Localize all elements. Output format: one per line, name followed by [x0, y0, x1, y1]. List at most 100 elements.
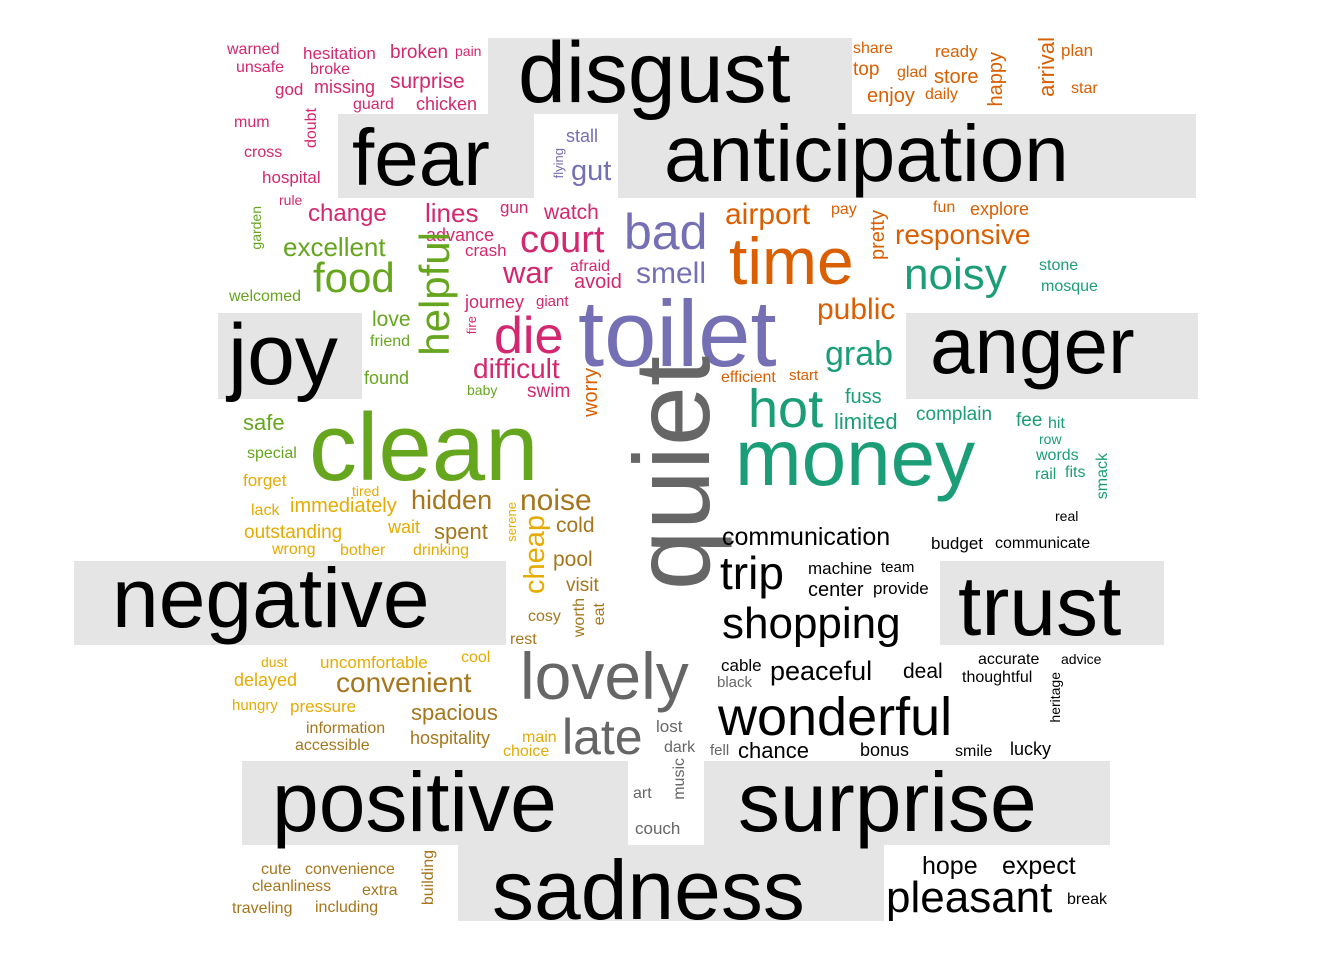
panel-fear: [338, 114, 534, 198]
word-hungry: hungry: [232, 697, 278, 714]
word-music: music: [671, 758, 688, 800]
word-rest: rest: [510, 631, 537, 648]
word-cute: cute: [261, 861, 292, 878]
word-hot: hot: [748, 379, 824, 439]
word-start: start: [789, 367, 819, 384]
word-art: art: [633, 785, 652, 802]
word-bother: bother: [340, 542, 386, 559]
word-thoughtful: thoughtful: [962, 669, 1033, 686]
word-extra: extra: [362, 882, 398, 899]
word-fuss: fuss: [845, 386, 882, 408]
word-wrong: wrong: [272, 541, 316, 558]
word-enjoy: enjoy: [867, 85, 915, 107]
word-gun: gun: [500, 198, 529, 217]
word-machine: machine: [808, 559, 873, 578]
word-bad: bad: [624, 204, 708, 260]
word-pay: pay: [831, 201, 857, 218]
category-trust: trust: [958, 559, 1122, 653]
word-pain: pain: [455, 43, 482, 59]
word-spacious: spacious: [411, 700, 498, 725]
word-lack: lack: [251, 502, 280, 519]
panel-surprise: [704, 761, 1110, 845]
word-found: found: [364, 368, 410, 388]
word-watch: watch: [544, 201, 599, 224]
word-stone: stone: [1039, 257, 1079, 274]
word-mum: mum: [234, 114, 270, 131]
word-convenience: convenience: [305, 861, 395, 878]
panel-anger: [906, 313, 1198, 399]
word-heritage: heritage: [1047, 672, 1063, 723]
panel-disgust: [488, 38, 852, 114]
word-crash: crash: [465, 241, 507, 260]
word-pretty: pretty: [867, 210, 889, 261]
word-journey: journey: [465, 292, 525, 312]
word-cross: cross: [244, 144, 283, 161]
word-broken: broken: [390, 42, 449, 63]
word-time: time: [729, 224, 854, 298]
word-pressure: pressure: [290, 697, 357, 716]
word-break: break: [1067, 891, 1108, 908]
word-welcomed: welcomed: [229, 288, 302, 305]
word-war: war: [503, 255, 553, 290]
word-limited: limited: [834, 409, 898, 434]
word-delayed: delayed: [234, 670, 298, 690]
word-outstanding: outstanding: [244, 522, 343, 543]
word-dust: dust: [261, 654, 288, 670]
word-hope: hope: [922, 852, 978, 880]
word-couch: couch: [635, 819, 681, 838]
word-toilet: toilet: [578, 281, 777, 386]
word-hesitation: hesitation: [303, 44, 376, 63]
word-avoid: avoid: [574, 271, 622, 293]
word-advance: advance: [426, 225, 495, 245]
category-positive: positive: [272, 755, 557, 849]
word-rule: rule: [279, 192, 303, 208]
panel-positive: [242, 761, 628, 845]
word-guard: guard: [353, 96, 394, 113]
word-explore: explore: [970, 199, 1030, 219]
category-sadness: sadness: [492, 843, 805, 937]
word-shopping: shopping: [722, 599, 901, 648]
word-uncomfortable: uncomfortable: [320, 653, 428, 672]
word-pool: pool: [553, 548, 593, 571]
word-chicken: chicken: [416, 94, 478, 114]
category-negative: negative: [112, 551, 430, 645]
panel-anticipation: [618, 114, 1196, 198]
word-lovely: lovely: [520, 639, 689, 713]
word-accurate: accurate: [978, 651, 1040, 668]
word-quiet: quiet: [611, 356, 732, 591]
word-bonus: bonus: [860, 740, 910, 760]
word-helpful: helpful: [411, 232, 458, 356]
word-traveling: traveling: [232, 900, 293, 917]
word-peaceful: peaceful: [770, 656, 873, 686]
word-noise: noise: [520, 484, 592, 517]
word-grab: grab: [825, 335, 894, 373]
word-afraid: afraid: [570, 258, 611, 275]
word-cool: cool: [461, 649, 491, 666]
word-store: store: [934, 66, 979, 88]
word-worry: worry: [580, 368, 602, 417]
word-dark: dark: [664, 739, 696, 756]
word-communication: communication: [722, 523, 891, 551]
word-unsafe: unsafe: [236, 59, 285, 76]
category-surprise: surprise: [738, 755, 1037, 849]
word-top: top: [853, 59, 880, 80]
word-mosque: mosque: [1041, 278, 1098, 295]
word-die: die: [494, 307, 564, 365]
word-hidden: hidden: [411, 485, 493, 515]
word-worth: worth: [571, 598, 588, 638]
word-hospitality: hospitality: [410, 728, 491, 748]
word-team: team: [881, 559, 915, 576]
word-swim: swim: [527, 381, 571, 402]
word-choice: choice: [503, 743, 550, 760]
word-daily: daily: [925, 86, 958, 103]
word-expect: expect: [1002, 852, 1076, 880]
word-broke: broke: [310, 61, 351, 78]
word-center: center: [808, 579, 864, 601]
word-flying: flying: [551, 148, 566, 179]
word-noisy: noisy: [904, 250, 1007, 299]
word-advice: advice: [1061, 651, 1102, 667]
word-smile: smile: [955, 743, 993, 760]
word-tired: tired: [352, 483, 380, 499]
word-communicate: communicate: [995, 535, 1091, 552]
word-missing: missing: [314, 77, 376, 97]
